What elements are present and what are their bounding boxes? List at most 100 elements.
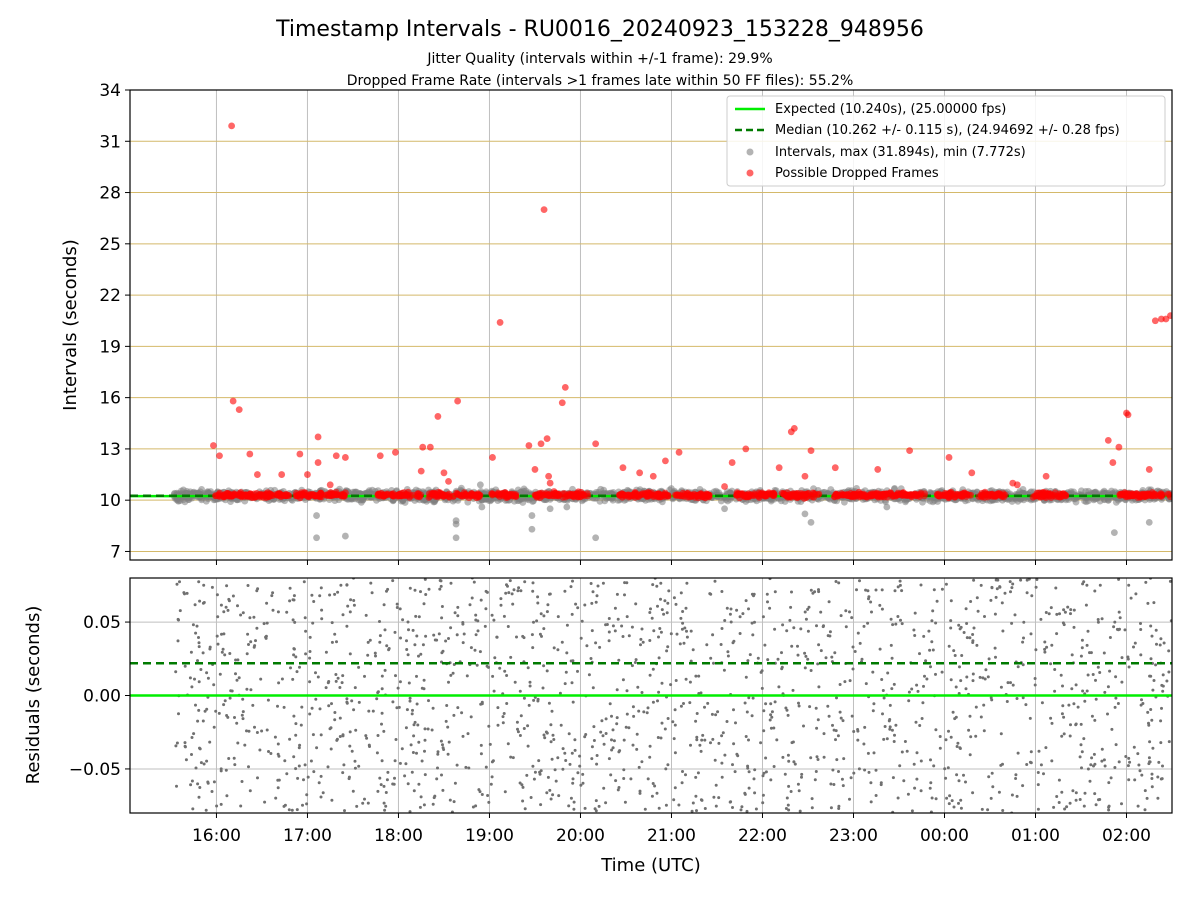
residual-point (676, 633, 679, 636)
dropped-frame-point (296, 451, 303, 458)
residual-point (628, 634, 631, 637)
residual-point (1157, 761, 1160, 764)
residual-point (416, 703, 419, 706)
residual-point (405, 726, 408, 729)
residual-point (697, 771, 700, 774)
residual-point (796, 645, 799, 648)
residual-point (473, 581, 476, 584)
dropped-frame-point (1167, 312, 1174, 319)
residual-point (957, 802, 960, 805)
residual-point (520, 714, 523, 717)
residual-point (837, 581, 840, 584)
residual-point (1080, 743, 1083, 746)
residual-point (641, 691, 644, 694)
residual-point (749, 653, 752, 656)
dropped-frame-point (1152, 317, 1159, 324)
residual-point (561, 641, 564, 644)
residual-point (248, 616, 251, 619)
residual-point (185, 758, 188, 761)
residual-point (870, 800, 873, 803)
residual-point (955, 716, 958, 719)
residual-point (331, 621, 334, 624)
residual-point (820, 649, 823, 652)
residual-point (675, 679, 678, 682)
residual-point (539, 803, 542, 806)
residual-point (225, 794, 228, 797)
residual-point (969, 600, 972, 603)
residual-point (536, 700, 539, 703)
residual-point (915, 721, 918, 724)
residual-point (734, 770, 737, 773)
residual-point (694, 795, 697, 798)
residual-point (365, 737, 368, 740)
residual-point (616, 688, 619, 691)
residual-point (852, 668, 855, 671)
residual-point (804, 655, 807, 658)
dropped-frame-point (1116, 444, 1123, 451)
residual-point (398, 706, 401, 709)
residual-point (977, 610, 980, 613)
residual-point (994, 647, 997, 650)
residual-point (184, 665, 187, 668)
residual-point (809, 756, 812, 759)
residual-point (608, 631, 611, 634)
residual-point (815, 707, 818, 710)
residual-point (452, 672, 455, 675)
residual-point (901, 622, 904, 625)
residual-point (1075, 683, 1078, 686)
residual-point (291, 678, 294, 681)
residual-point (705, 643, 708, 646)
residual-point (216, 615, 219, 618)
residual-point (835, 696, 838, 699)
dropped-frame-point (620, 464, 627, 471)
residual-point (274, 736, 277, 739)
residual-point (1119, 616, 1122, 619)
residual-point (236, 742, 239, 745)
dropped-frame-point (236, 406, 243, 413)
residual-point (1148, 760, 1151, 763)
residual-point (477, 629, 480, 632)
residual-point (651, 795, 654, 798)
dropped-frame-point (434, 413, 441, 420)
residual-point (1034, 648, 1037, 651)
dropped-frame-point (459, 493, 466, 500)
interval-point (808, 519, 815, 526)
legend-dropped-label: Possible Dropped Frames (775, 166, 939, 181)
residual-point (530, 796, 533, 799)
residual-point (616, 593, 619, 596)
residual-point (308, 680, 311, 683)
residual-point (861, 658, 864, 661)
residual-point (811, 797, 814, 800)
residual-point (563, 752, 566, 755)
residual-point (700, 739, 703, 742)
residual-point (907, 699, 910, 702)
residual-point (891, 657, 894, 660)
residual-point (493, 656, 496, 659)
residual-point (635, 748, 638, 751)
residual-point (753, 768, 756, 771)
residual-point (920, 789, 923, 792)
residual-point (720, 590, 723, 593)
residual-point (285, 611, 288, 614)
residual-point (270, 594, 273, 597)
residual-point (1162, 673, 1165, 676)
residual-point (381, 759, 384, 762)
residual-point (448, 741, 451, 744)
residual-point (491, 614, 494, 617)
residual-point (999, 764, 1002, 767)
residual-point (755, 808, 758, 811)
residual-point (929, 781, 932, 784)
residual-point (983, 615, 986, 618)
residual-point (674, 724, 677, 727)
residual-point (831, 769, 834, 772)
residual-point (550, 798, 553, 801)
residual-point (239, 805, 242, 808)
residual-point (504, 592, 507, 595)
interval-point (547, 505, 554, 512)
residual-point (828, 600, 831, 603)
residual-point (1001, 809, 1004, 812)
residual-point (816, 755, 819, 758)
residual-point (203, 763, 206, 766)
residual-point (927, 630, 930, 633)
residual-point (189, 783, 192, 786)
